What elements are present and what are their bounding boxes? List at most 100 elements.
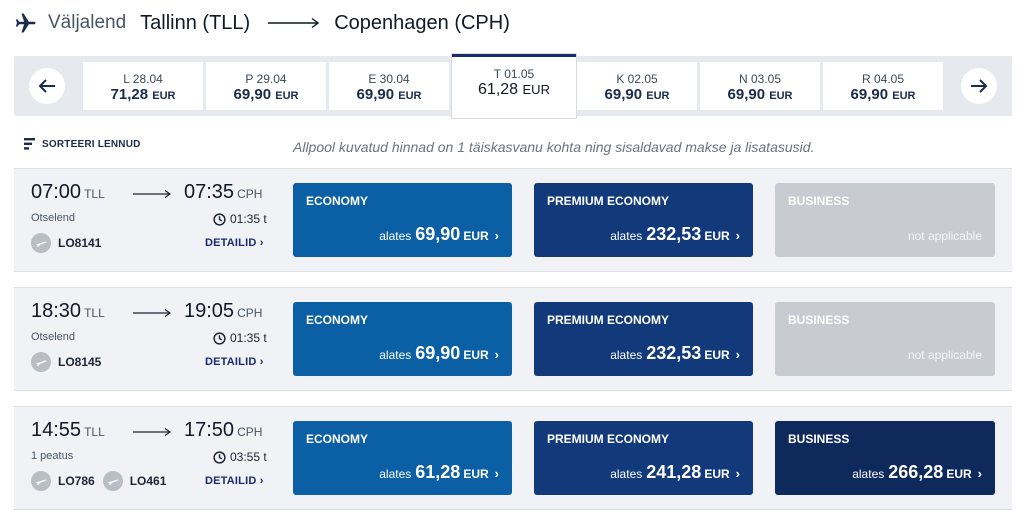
chevron-right-icon: › (494, 466, 499, 481)
date-option-selected[interactable]: T 01.05 61,28 EUR (452, 54, 576, 118)
flight-number: LO786 (58, 474, 95, 488)
flight-arrow-icon (133, 190, 171, 198)
chevron-right-icon: › (494, 347, 499, 362)
date-price: 69,90 EUR (356, 86, 422, 103)
departure-time: 07:00 (31, 181, 82, 203)
date-price: 61,28 EUR (478, 81, 550, 98)
date-label: T 01.05 (493, 67, 535, 81)
nav-circle (29, 68, 65, 104)
fare-unavailable-text: not applicable (907, 348, 982, 362)
chevron-right-icon: › (259, 475, 264, 487)
duration: 01:35 t (213, 212, 267, 226)
date-option[interactable]: L 28.04 71,28 EUR (83, 62, 203, 110)
flight-numbers: LO786 LO461 (31, 471, 174, 491)
previous-dates-button[interactable] (14, 62, 80, 110)
fare-price: alates 232,53 EUR › (610, 224, 740, 244)
date-selector: L 28.04 71,28 EUR P 29.04 69,90 EUR E 30… (14, 54, 1012, 118)
arrival-time: 17:50 (184, 419, 235, 441)
date-option[interactable]: K 02.05 69,90 EUR (577, 62, 697, 110)
duration: 03:55 t (213, 450, 267, 464)
next-dates-button[interactable] (946, 62, 1012, 110)
duration-text: 03:55 t (230, 450, 267, 464)
arrival-code: CPH (237, 306, 263, 320)
departure: 07:00 TLL (31, 181, 105, 204)
date-option[interactable]: P 29.04 69,90 EUR (206, 62, 326, 110)
details-link[interactable]: DETAILID › (205, 237, 264, 249)
date-option[interactable]: E 30.04 69,90 EUR (329, 62, 449, 110)
chevron-right-icon: › (735, 228, 740, 243)
date-label: L 28.04 (123, 72, 163, 86)
route-arrow-icon (268, 17, 320, 29)
flight-number: LO461 (129, 474, 167, 488)
arrival-code: CPH (237, 425, 263, 439)
sort-flights-button[interactable]: SORTEERI LENNUD (24, 138, 141, 150)
sort-icon (24, 138, 35, 150)
arrival-time: 19:05 (184, 300, 235, 322)
departure-code: TLL (84, 306, 105, 320)
departure-code: TLL (84, 425, 105, 439)
airline-logo-icon (31, 471, 51, 491)
flight-card: 14:55 TLL 17:50 CPH 1 peatus 03:55 t LO786… (14, 406, 1012, 510)
departure-time: 14:55 (31, 419, 82, 441)
chevron-right-icon: › (494, 228, 499, 243)
clock-icon (213, 212, 226, 226)
fare-price: alates 232,53 EUR › (610, 343, 740, 363)
date-option[interactable]: R 04.05 69,90 EUR (823, 62, 943, 110)
duration: 01:35 t (213, 331, 267, 345)
date-label: N 03.05 (738, 72, 782, 86)
arrival-code: CPH (237, 187, 263, 201)
date-price: 69,90 EUR (850, 86, 916, 103)
date-label: P 29.04 (245, 72, 287, 86)
business-fare-button[interactable]: BUSINESS alates 266,28 EUR › (775, 421, 995, 495)
flight-card: 07:00 TLL 07:35 CPH Otselend 01:35 t LO814… (14, 168, 1012, 272)
airline-logo-icon (102, 471, 123, 491)
fare-title: BUSINESS (788, 432, 850, 446)
fare-title: PREMIUM ECONOMY (547, 313, 670, 327)
economy-fare-button[interactable]: ECONOMY alates 61,28 EUR › (293, 421, 512, 495)
clock-icon (213, 450, 226, 464)
date-option[interactable]: N 03.05 69,90 EUR (700, 62, 820, 110)
route-header: Väljalend Tallinn (TLL) Copenhagen (CPH) (14, 8, 510, 38)
stops-info: 1 peatus (31, 450, 74, 462)
flight-arrow-icon (133, 428, 171, 436)
departure-code: TLL (84, 187, 105, 201)
departure: 18:30 TLL (31, 300, 105, 323)
clock-icon (213, 331, 226, 345)
fare-title: BUSINESS (788, 313, 850, 327)
fare-price: alates 266,28 EUR › (852, 462, 982, 482)
arrival: 07:35 CPH (184, 181, 262, 204)
chevron-right-icon: › (977, 466, 982, 481)
flight-number: LO8145 (58, 355, 102, 369)
plane-icon (15, 13, 36, 33)
premium-economy-fare-button[interactable]: PREMIUM ECONOMY alates 232,53 EUR › (534, 302, 753, 376)
business-fare-unavailable: BUSINESS not applicable (775, 183, 995, 257)
departure-time: 18:30 (31, 300, 82, 322)
premium-economy-fare-button[interactable]: PREMIUM ECONOMY alates 232,53 EUR › (534, 183, 753, 257)
arrival: 17:50 CPH (184, 419, 262, 442)
details-link[interactable]: DETAILID › (205, 356, 264, 368)
arrow-left-icon (38, 79, 55, 93)
fare-price: alates 241,28 EUR › (610, 462, 740, 482)
date-price: 69,90 EUR (727, 86, 793, 103)
fare-title: PREMIUM ECONOMY (547, 432, 670, 446)
chevron-right-icon: › (735, 347, 740, 362)
flight-card: 18:30 TLL 19:05 CPH Otselend 01:35 t LO814… (14, 287, 1012, 391)
fare-title: ECONOMY (306, 432, 369, 446)
premium-economy-fare-button[interactable]: PREMIUM ECONOMY alates 241,28 EUR › (534, 421, 753, 495)
arrow-right-icon (971, 79, 988, 93)
chevron-right-icon: › (259, 237, 264, 249)
details-link[interactable]: DETAILID › (205, 475, 264, 487)
arrival-time: 07:35 (184, 181, 235, 203)
date-label: K 02.05 (616, 72, 658, 86)
fare-unavailable-text: not applicable (907, 229, 982, 243)
economy-fare-button[interactable]: ECONOMY alates 69,90 EUR › (293, 302, 512, 376)
destination-city: Copenhagen (CPH) (334, 11, 510, 34)
origin-city: Tallinn (TLL) (140, 11, 251, 34)
direction-label: Väljalend (48, 12, 127, 33)
price-notice: Allpool kuvatud hinnad on 1 täiskasvanu … (293, 139, 815, 155)
stops-info: Otselend (31, 212, 76, 224)
departure: 14:55 TLL (31, 419, 105, 442)
chevron-right-icon: › (735, 466, 740, 481)
flight-numbers: LO8141 (31, 233, 109, 253)
economy-fare-button[interactable]: ECONOMY alates 69,90 EUR › (293, 183, 512, 257)
